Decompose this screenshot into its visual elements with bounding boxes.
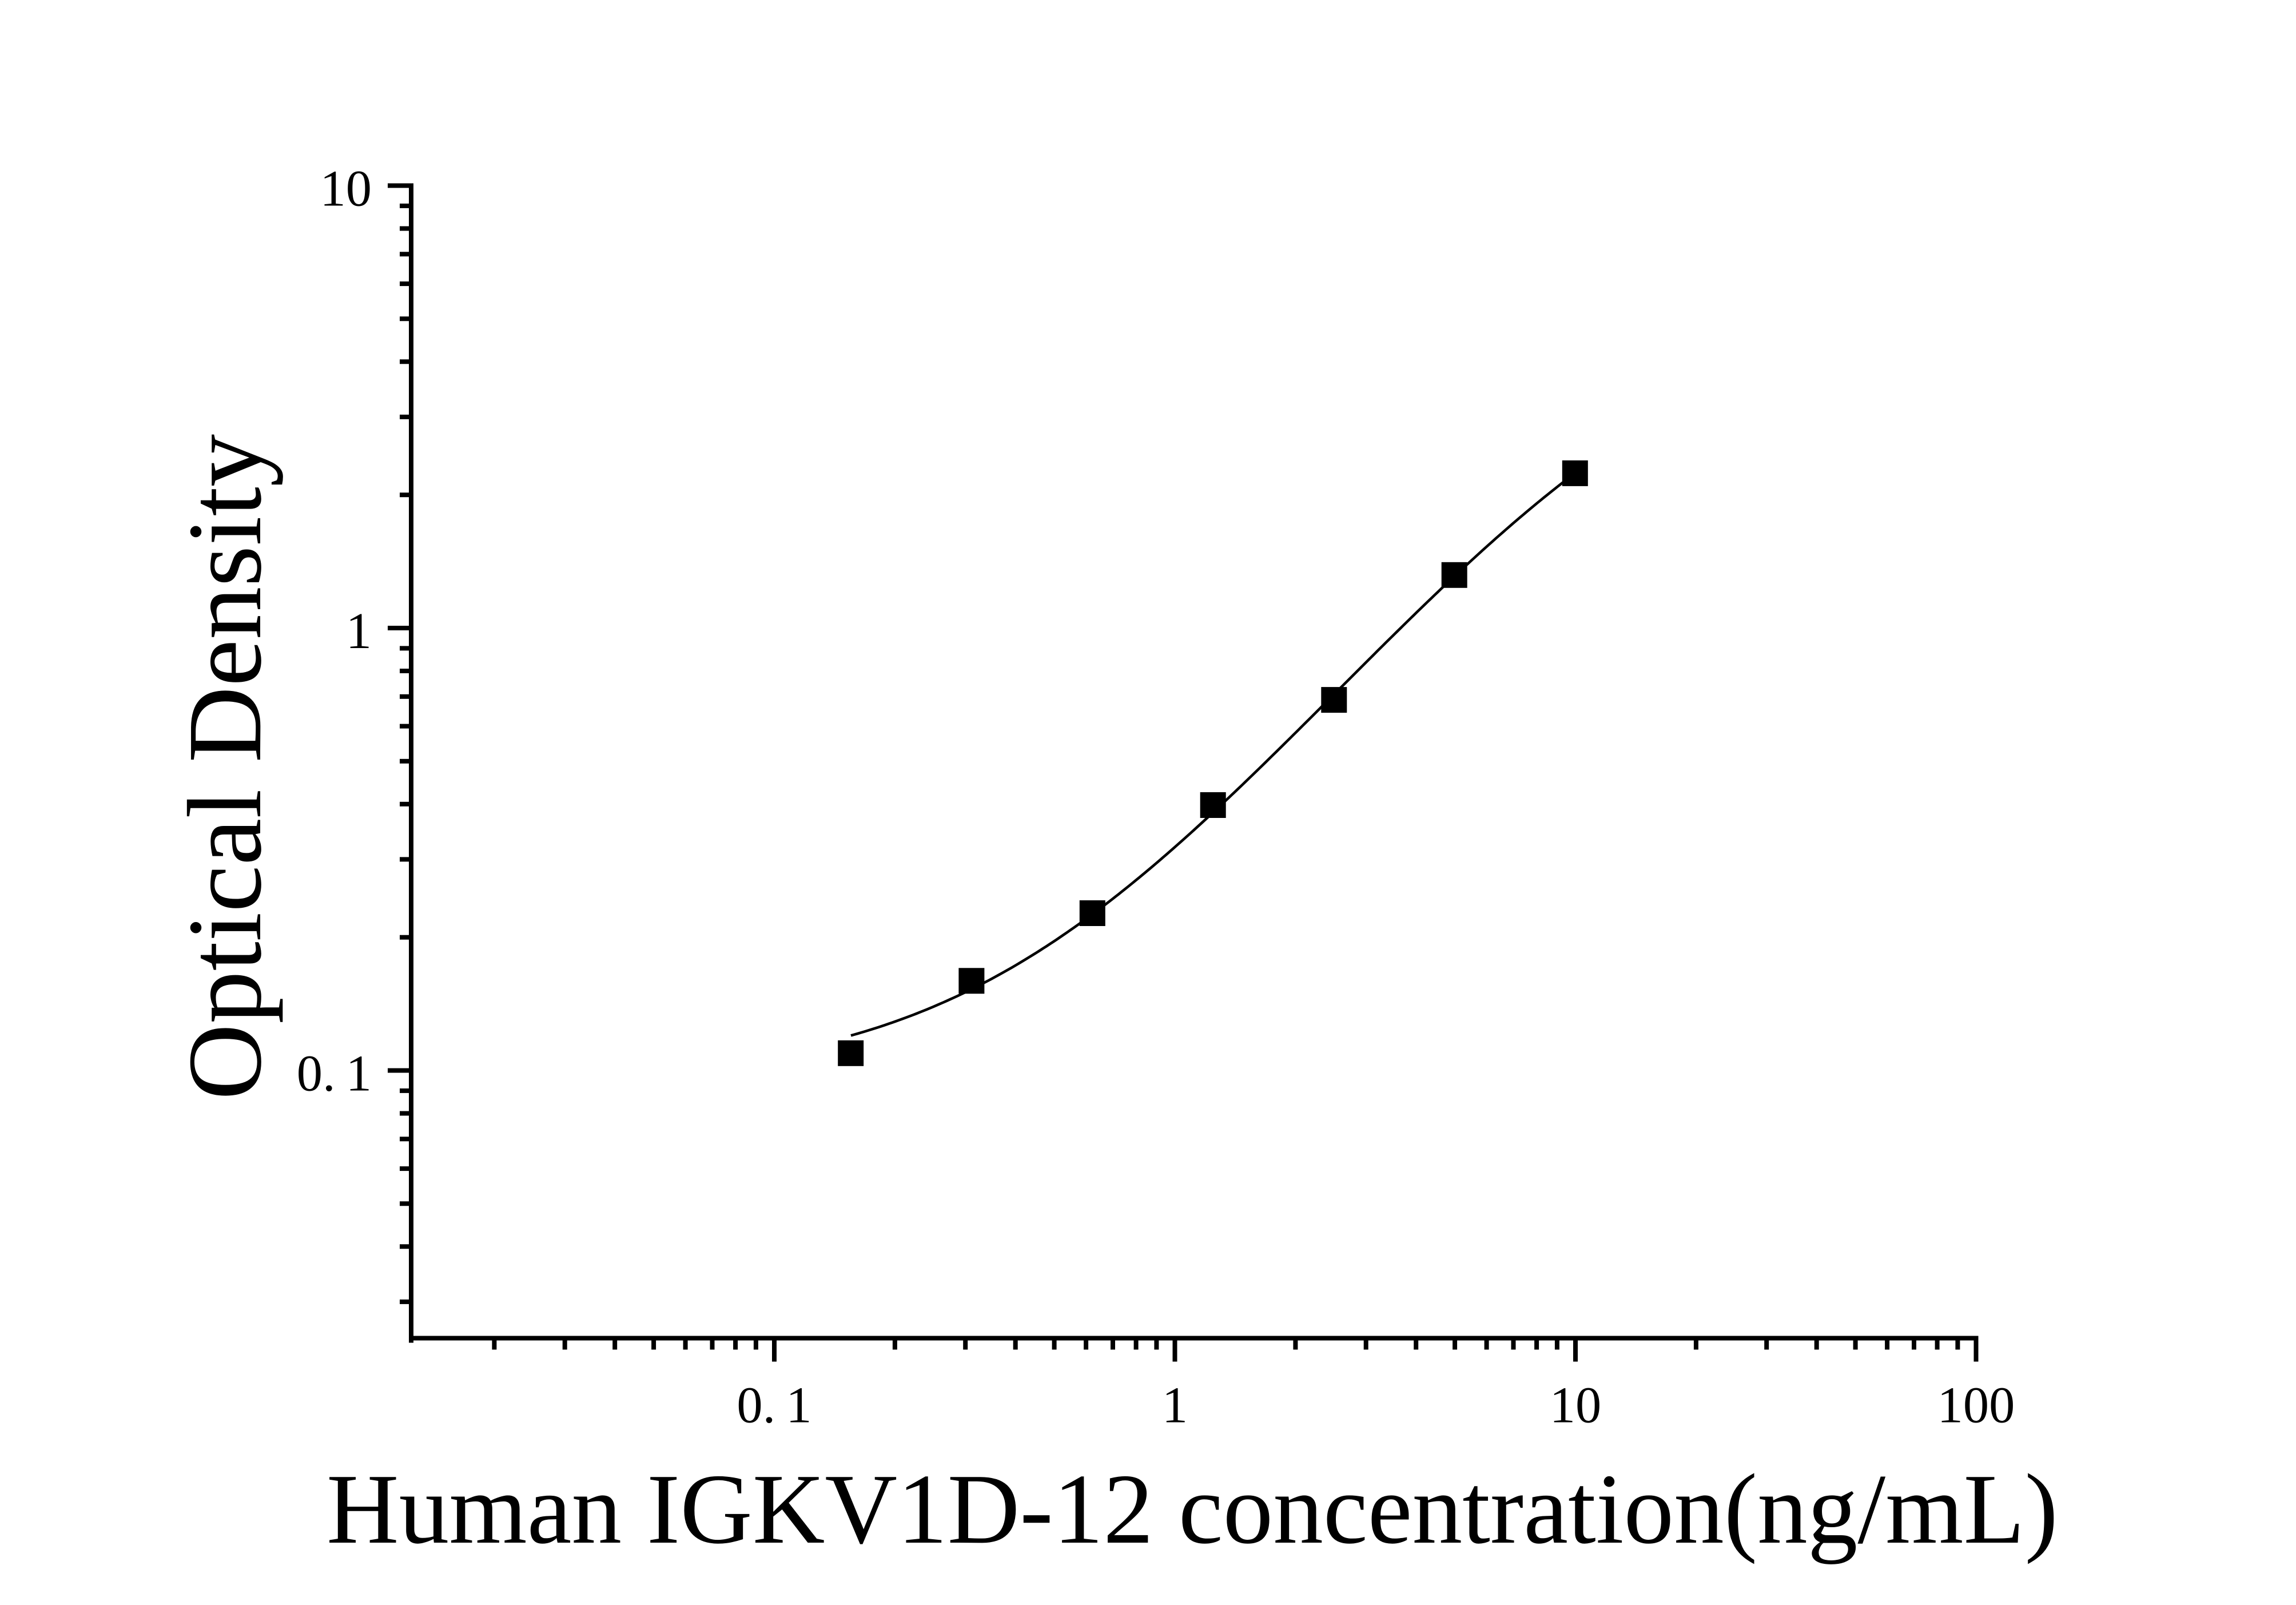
svg-text:Human IGKV1D-12 concentration(: Human IGKV1D-12 concentration(ng/mL)	[327, 1453, 2058, 1564]
svg-text:0. 1: 0. 1	[737, 1376, 811, 1434]
svg-text:0. 1: 0. 1	[297, 1044, 372, 1102]
svg-text:100: 100	[1937, 1376, 2015, 1434]
svg-text:10: 10	[1550, 1376, 1602, 1434]
svg-text:10: 10	[320, 159, 372, 217]
svg-text:1: 1	[346, 602, 372, 660]
svg-text:Optical Density: Optical Density	[166, 434, 283, 1100]
svg-text:1: 1	[1162, 1376, 1188, 1434]
